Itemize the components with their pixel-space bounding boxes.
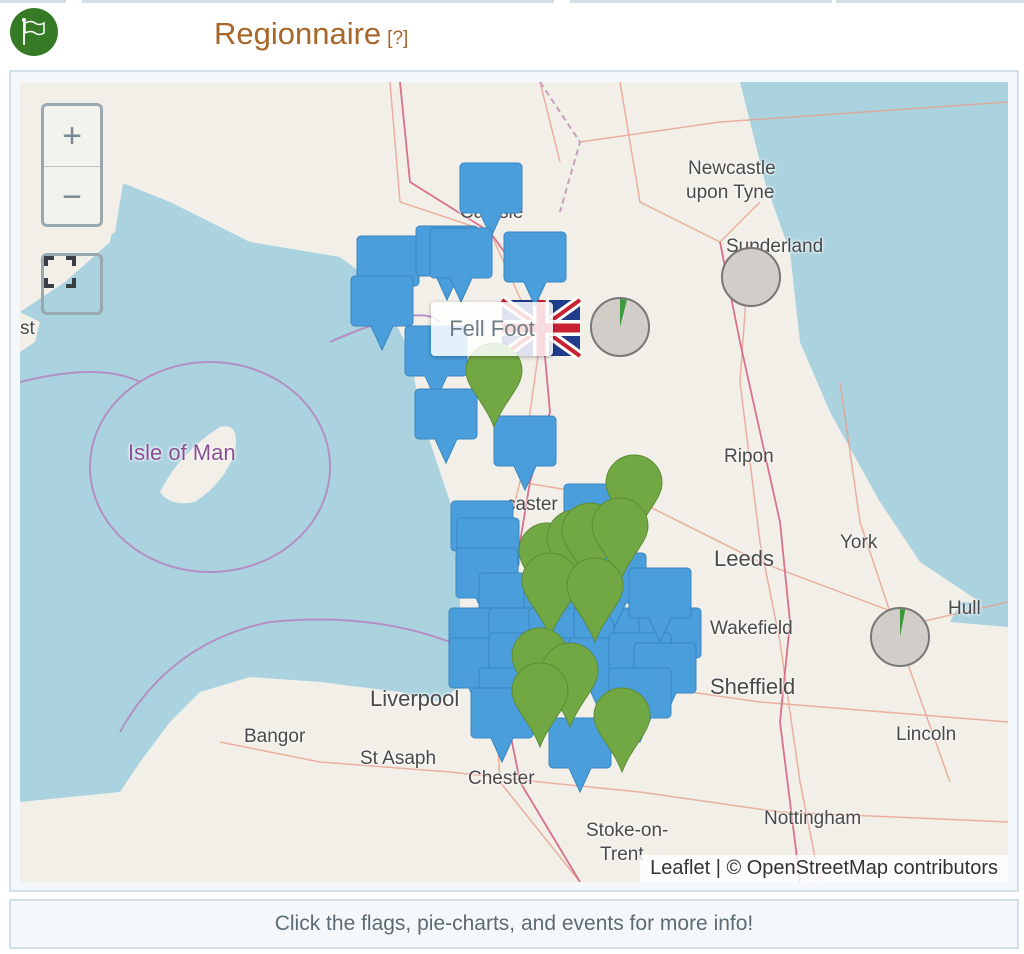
marker-layer — [350, 162, 930, 794]
place-label: Nottingham — [764, 808, 862, 829]
tab-line — [570, 0, 832, 3]
osm-link[interactable]: OpenStreetMap contributors — [746, 857, 998, 879]
flag-icon[interactable] — [10, 8, 58, 56]
event-marker[interactable] — [503, 231, 567, 308]
place-label: Hull — [948, 598, 981, 619]
place-label: St Asaph — [360, 748, 437, 769]
map-tiles — [20, 82, 1008, 882]
place-label: Chester — [468, 768, 535, 789]
event-marker-green[interactable] — [593, 687, 651, 774]
event-marker[interactable] — [414, 388, 478, 465]
tooltip-fell-foot: Fell Foot — [431, 302, 553, 356]
place-label: Stoke-on- — [586, 820, 669, 841]
place-label: Leeds — [714, 546, 774, 571]
fullscreen-button[interactable] — [41, 253, 103, 315]
zoom-control: + − — [41, 103, 103, 227]
event-marker-green[interactable] — [591, 497, 649, 584]
pie-chart-marker[interactable] — [870, 607, 930, 667]
help-link[interactable]: [?] — [387, 28, 409, 49]
place-label: Sheffield — [710, 674, 796, 699]
pie-chart-marker[interactable] — [721, 247, 781, 307]
place-label: Isle of Man — [128, 440, 236, 465]
attribution: Leaflet | © OpenStreetMap contributors — [640, 855, 1008, 882]
title-text: Regionnaire — [214, 16, 382, 51]
place-label: Wakefield — [710, 618, 793, 639]
page-title: Regionnaire [?] — [214, 16, 408, 52]
place-label: York — [840, 532, 878, 553]
event-marker-green[interactable] — [605, 454, 663, 541]
leaflet-link[interactable]: Leaflet — [650, 857, 711, 879]
event-marker-green[interactable] — [511, 662, 569, 749]
place-label: Newcastle — [688, 158, 776, 179]
event-marker[interactable] — [628, 567, 692, 644]
tab-line — [0, 0, 66, 3]
place-label: Liverpool — [370, 686, 460, 711]
place-label: Trent — [600, 844, 644, 865]
event-marker[interactable] — [493, 415, 557, 492]
event-marker-green[interactable] — [566, 557, 624, 644]
footer-hint: Click the flags, pie-charts, and events … — [9, 899, 1019, 949]
event-marker[interactable] — [459, 162, 523, 239]
zoom-out-button[interactable]: − — [62, 177, 82, 216]
event-marker[interactable] — [350, 275, 414, 352]
place-label: Bangor — [244, 726, 306, 747]
event-marker[interactable] — [429, 227, 493, 304]
zoom-in-button[interactable]: + — [44, 106, 100, 167]
place-label: caster — [506, 494, 558, 515]
attribution-separator: | © — [710, 857, 747, 879]
place-label: st — [20, 318, 35, 339]
place-label: upon Tyne — [686, 182, 775, 203]
pie-chart-marker[interactable] — [590, 297, 650, 357]
tab-line — [836, 0, 1024, 3]
place-label: Ripon — [724, 446, 774, 467]
place-label: Lincoln — [896, 724, 957, 745]
fullscreen-icon — [44, 256, 76, 288]
tab-line — [82, 0, 554, 3]
